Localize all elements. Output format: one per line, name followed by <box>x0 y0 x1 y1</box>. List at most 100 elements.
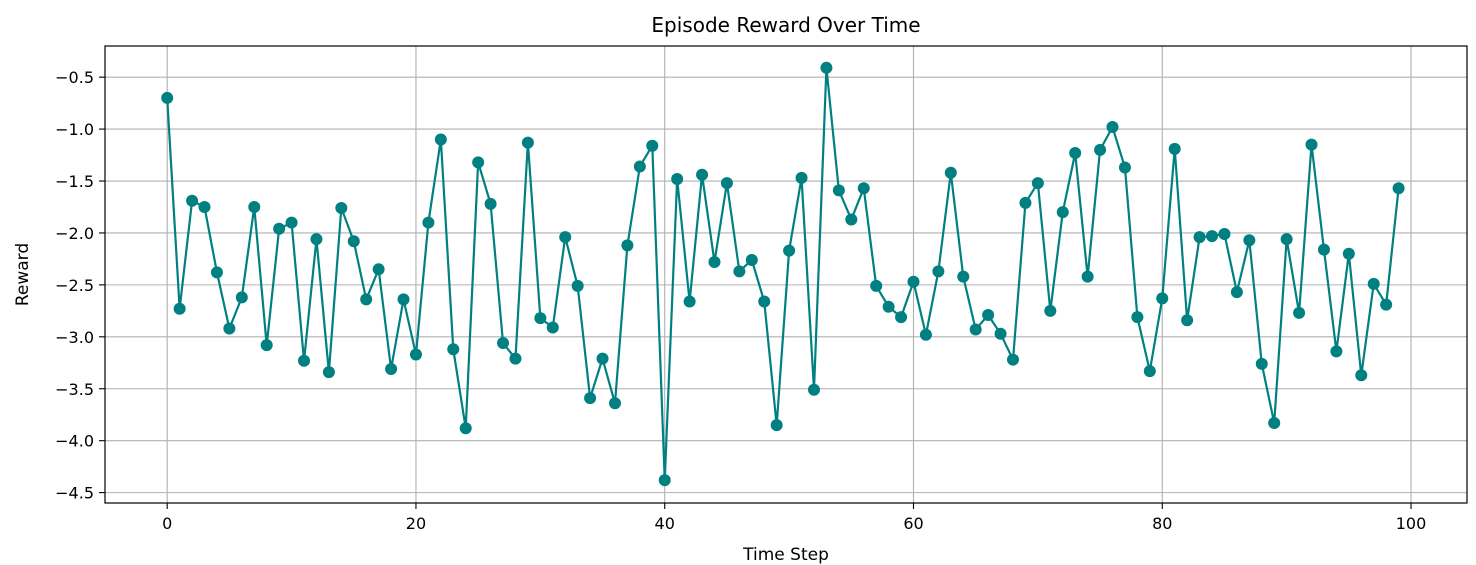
data-point <box>1380 298 1393 311</box>
data-point <box>1255 357 1268 370</box>
data-point <box>434 133 447 146</box>
data-point <box>608 397 621 410</box>
data-point <box>596 352 609 365</box>
data-point <box>633 160 646 173</box>
y-tick-label: −3.5 <box>55 380 94 399</box>
x-tick-label: 100 <box>1396 514 1427 533</box>
plot-area-frame <box>104 45 1468 504</box>
data-point <box>285 216 298 229</box>
data-point <box>1342 247 1355 260</box>
x-tick-label: 20 <box>406 514 426 533</box>
data-point <box>210 266 223 279</box>
data-point <box>895 311 908 324</box>
data-point <box>161 91 174 104</box>
data-point <box>422 216 435 229</box>
data-point <box>322 366 335 379</box>
data-point <box>298 354 311 367</box>
data-point <box>832 184 845 197</box>
data-point <box>982 309 995 322</box>
data-point <box>198 200 211 213</box>
data-point <box>1106 121 1119 134</box>
data-point <box>472 156 485 169</box>
x-tick-label: 0 <box>162 514 172 533</box>
axis-ticks: 0 20 40 60 80 100 −0.5 −1.0 −1.5 −2.0 −2.5 −3.0 −3.5… <box>55 68 1426 533</box>
data-point <box>1143 365 1156 378</box>
grid <box>105 46 1467 503</box>
data-point <box>745 253 758 266</box>
data-point <box>223 322 236 335</box>
data-point <box>1293 306 1306 319</box>
data-point <box>360 293 373 306</box>
data-point <box>783 244 796 257</box>
series-markers <box>161 61 1405 487</box>
data-point <box>1007 353 1019 366</box>
data-point <box>584 392 597 405</box>
y-tick-label: −3.0 <box>55 328 94 347</box>
data-point <box>347 235 360 248</box>
data-point <box>173 302 186 315</box>
data-point <box>235 291 248 304</box>
series-line <box>166 66 1400 482</box>
data-point <box>559 231 572 244</box>
data-point <box>807 383 820 396</box>
data-point <box>770 419 783 432</box>
data-point <box>1355 369 1368 382</box>
data-point <box>1081 270 1094 283</box>
data-point <box>820 61 833 74</box>
data-point <box>1168 142 1181 155</box>
data-point <box>758 295 771 308</box>
data-point <box>708 256 721 269</box>
data-point <box>919 328 932 341</box>
data-point <box>994 327 1007 340</box>
data-point <box>1206 230 1219 243</box>
data-point <box>1230 286 1243 299</box>
data-point <box>1243 234 1256 247</box>
data-point <box>1094 143 1107 156</box>
x-tick-label: 40 <box>655 514 675 533</box>
y-tick-label: −2.0 <box>55 224 94 243</box>
data-point <box>882 300 895 313</box>
data-point <box>1118 161 1131 174</box>
data-point <box>1019 196 1032 209</box>
data-point <box>546 321 559 334</box>
y-tick-label: −2.5 <box>55 276 94 295</box>
data-point <box>857 182 870 195</box>
y-tick-label: −1.5 <box>55 172 94 191</box>
data-point <box>1193 231 1206 244</box>
data-point <box>969 323 982 336</box>
data-point <box>310 233 323 246</box>
data-point <box>1056 206 1069 219</box>
data-point <box>385 363 398 376</box>
data-point <box>409 348 422 361</box>
data-point <box>671 172 684 185</box>
data-point <box>534 312 547 325</box>
data-point <box>795 171 808 184</box>
y-tick-label: −4.5 <box>55 484 94 503</box>
data-point <box>260 339 273 352</box>
y-tick-label: −4.0 <box>55 432 94 451</box>
data-point <box>1268 417 1281 430</box>
y-tick-label: −0.5 <box>55 68 94 87</box>
data-point <box>1392 182 1405 195</box>
data-point <box>1218 227 1231 240</box>
data-point <box>870 279 883 292</box>
data-point <box>521 136 534 149</box>
data-point <box>1367 277 1380 290</box>
data-point <box>1156 292 1169 305</box>
data-point <box>907 275 920 288</box>
data-point <box>720 177 733 190</box>
data-point <box>186 194 199 207</box>
data-point <box>484 197 497 210</box>
data-point <box>944 166 957 179</box>
data-point <box>509 352 522 365</box>
data-point <box>1031 177 1044 190</box>
data-point <box>696 168 709 181</box>
data-point <box>1317 243 1330 256</box>
data-point <box>1069 146 1082 159</box>
y-axis-label: Reward <box>13 243 33 306</box>
chart-title: Episode Reward Over Time <box>651 13 920 37</box>
data-point <box>658 474 671 487</box>
data-point <box>248 200 261 213</box>
